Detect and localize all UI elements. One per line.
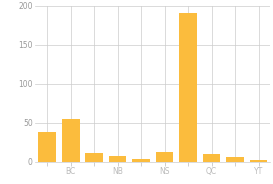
Bar [38, 132, 56, 162]
Bar [62, 119, 79, 162]
Bar [109, 156, 126, 162]
Bar [132, 159, 150, 162]
Bar [226, 157, 244, 162]
Bar [179, 13, 197, 162]
Bar [85, 153, 103, 162]
Bar [250, 160, 267, 162]
Bar [156, 152, 173, 162]
Bar [203, 154, 220, 162]
